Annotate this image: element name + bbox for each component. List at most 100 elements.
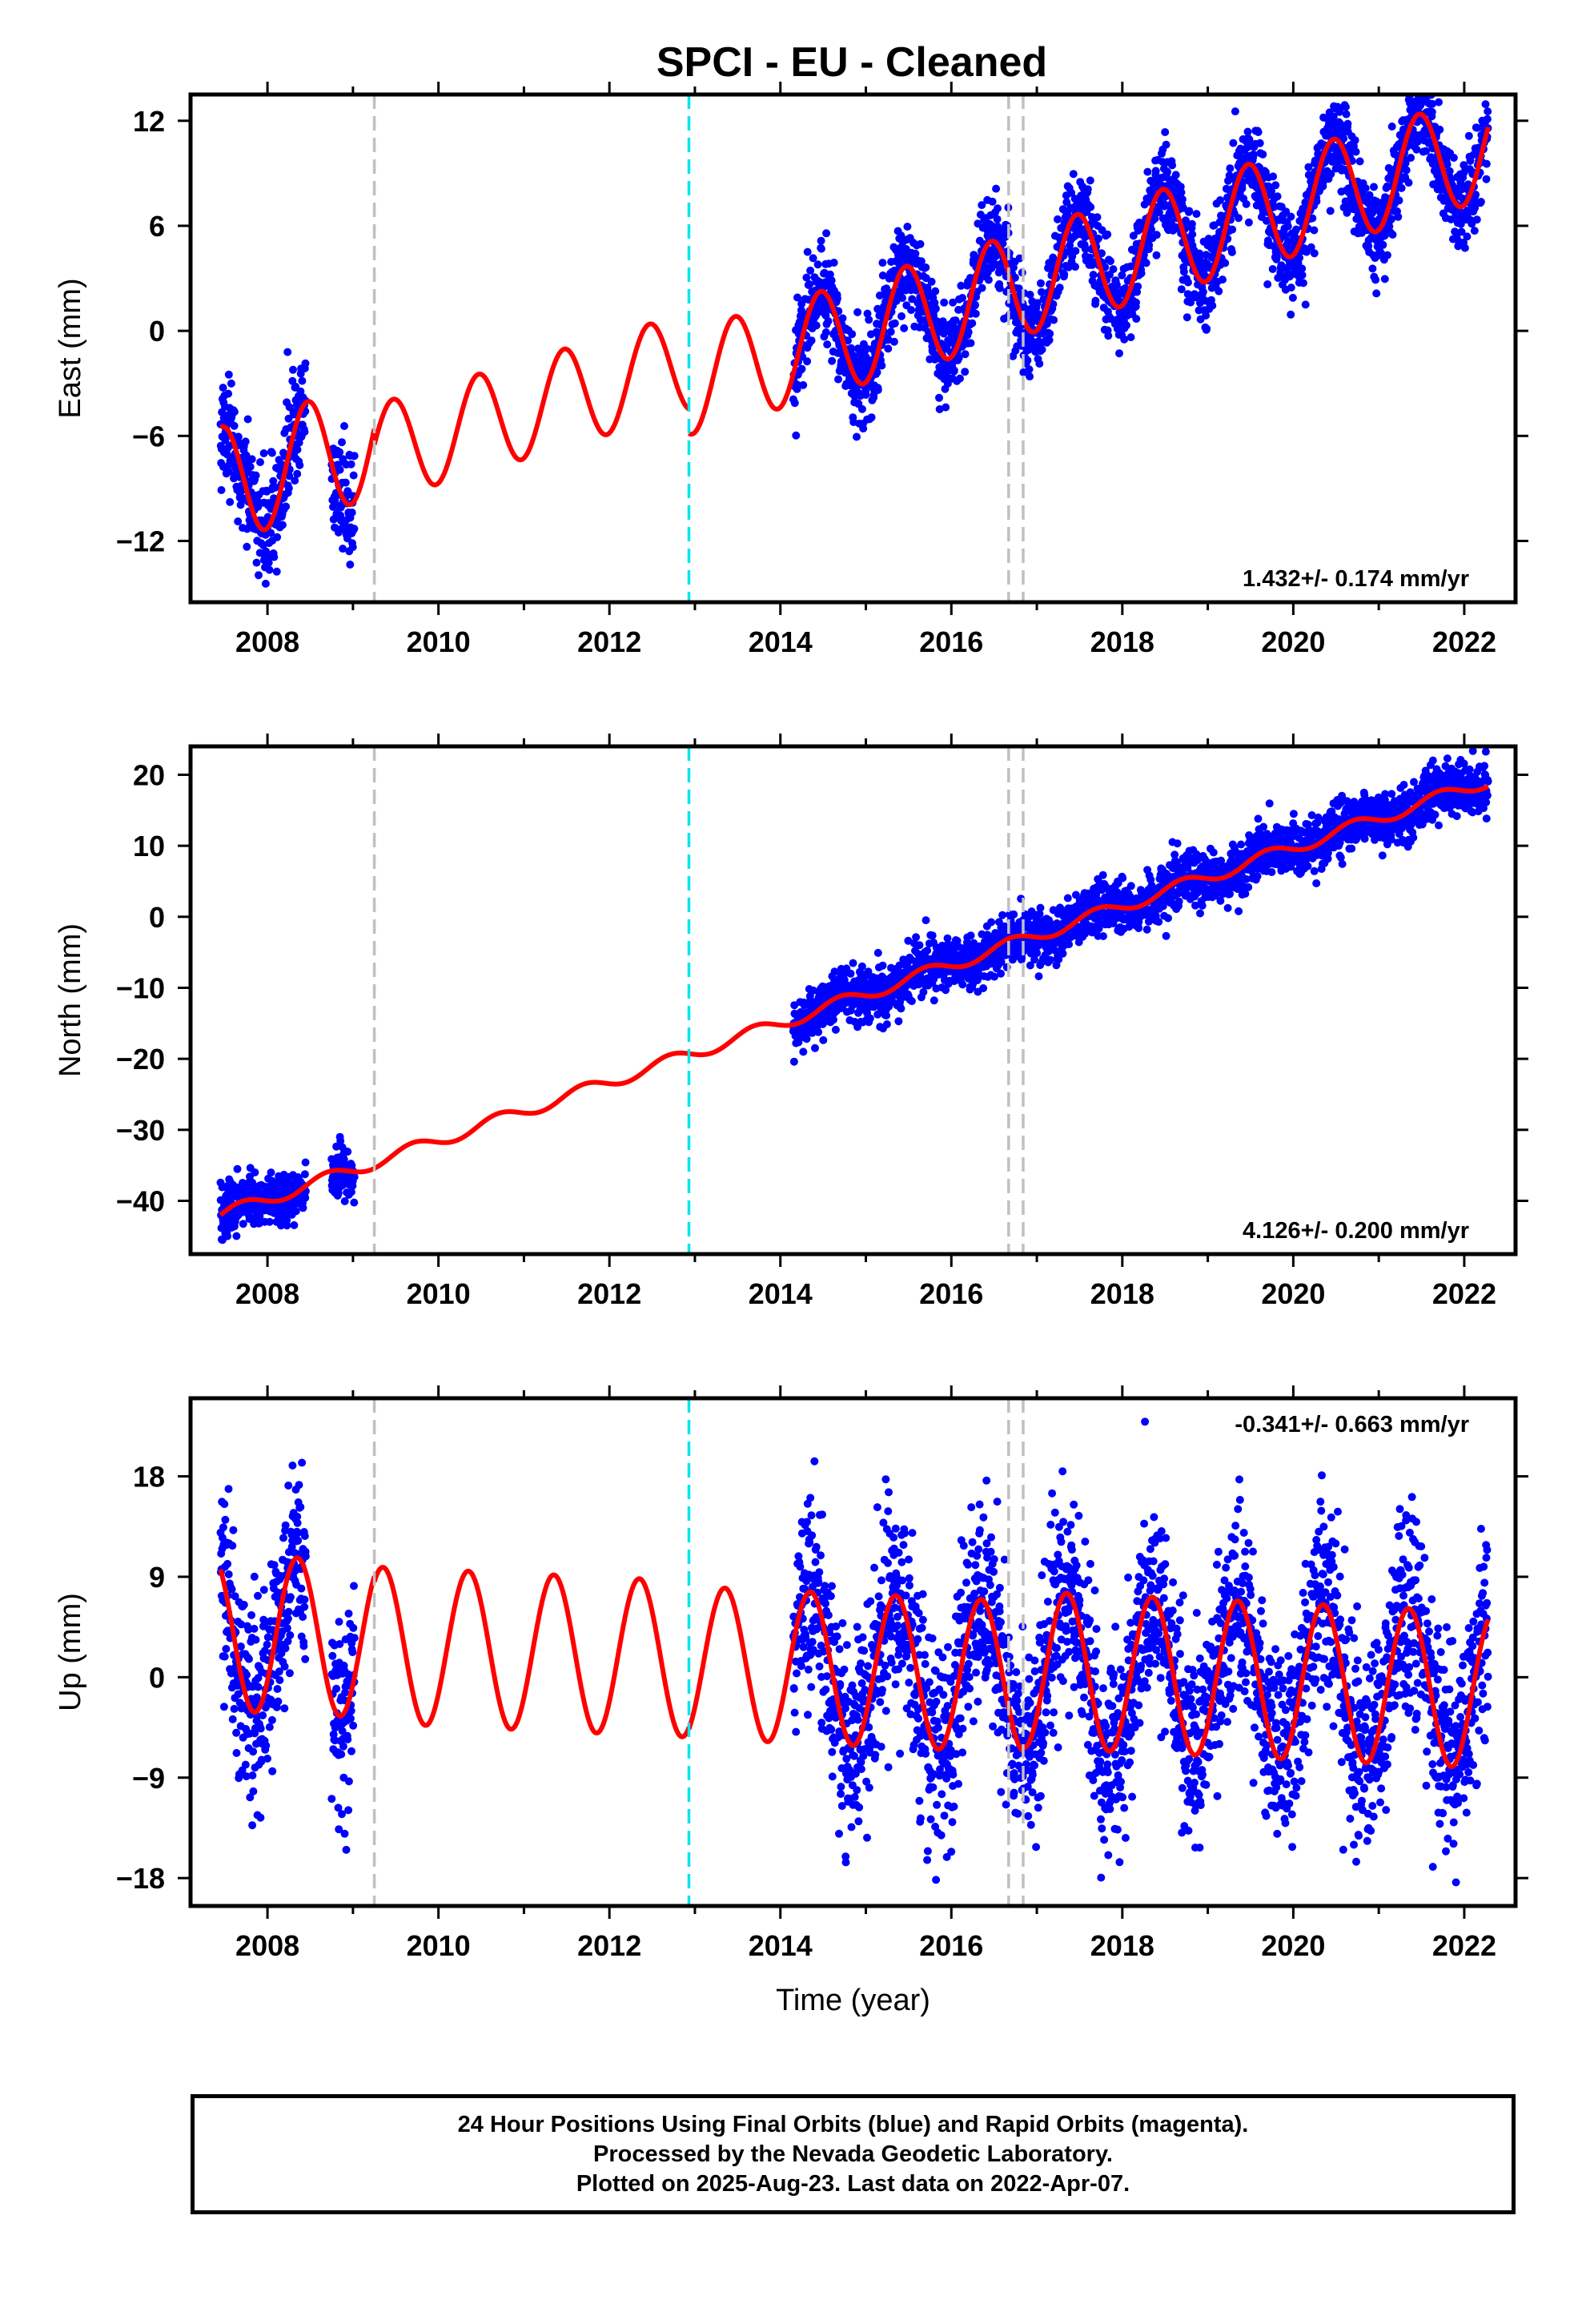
east-data-point (1387, 215, 1396, 223)
east-data-point (1171, 171, 1180, 179)
east-data-point (838, 314, 847, 323)
north-data-point (276, 1221, 285, 1230)
east-data-point (301, 359, 310, 368)
east-data-point (1387, 123, 1396, 131)
east-data-point (1188, 230, 1197, 239)
east-data-point (269, 476, 278, 485)
east-data-point (993, 215, 1002, 223)
east-data-point (988, 197, 997, 206)
east-data-point (957, 281, 966, 290)
east-data-point (994, 204, 1002, 213)
east-data-point (1268, 265, 1277, 273)
east-data-point (251, 471, 260, 480)
east-data-point (1371, 275, 1380, 284)
east-data-point (1231, 107, 1239, 116)
east-x-tick-label: 2016 (919, 625, 983, 658)
east-data-point (873, 386, 882, 394)
east-data-point (347, 460, 355, 468)
east-data-point (300, 428, 309, 436)
east-data-point (1150, 215, 1159, 223)
north-data-point (873, 948, 882, 957)
east-data-point (1106, 257, 1114, 266)
east-data-point (247, 455, 256, 464)
panels-group: 2008 2010 2012 2014 2016 2018 2020 2022−12−6061… (54, 66, 1528, 2017)
east-data-point (968, 319, 977, 328)
east-data-point (935, 393, 943, 402)
east-data-point (1145, 241, 1154, 250)
east-data-point (1178, 195, 1186, 203)
east-data-point (865, 316, 873, 324)
east-data-point (1397, 183, 1406, 192)
east-data-point (821, 328, 830, 336)
east-data-point (886, 328, 895, 336)
east-data-point (1361, 184, 1370, 192)
east-data-point (853, 308, 862, 316)
east-data-point (1024, 345, 1033, 354)
east-data-point (1038, 345, 1046, 354)
east-data-point (1115, 349, 1123, 358)
east-data-point (1091, 296, 1100, 305)
east-data-point (812, 321, 821, 330)
east-data-point (817, 244, 825, 253)
east-data-point (956, 374, 964, 383)
east-data-point (1484, 107, 1492, 116)
east-data-point (1327, 170, 1335, 179)
east-data-point (1433, 74, 1441, 82)
north-data-point (1063, 894, 1072, 903)
east-data-point (1473, 123, 1482, 132)
north-data-point (1162, 931, 1170, 940)
north-data-point (846, 969, 855, 978)
east-data-point (1033, 299, 1042, 308)
east-data-point (958, 294, 967, 302)
north-data-point (340, 1197, 349, 1205)
east-data-point (1394, 212, 1403, 221)
east-x-tick-label: 2020 (1261, 625, 1325, 658)
east-data-point (234, 517, 243, 526)
east-data-point (1026, 291, 1034, 299)
north-data-point (332, 1142, 341, 1151)
east-data-point (1368, 264, 1377, 273)
east-data-point (1447, 215, 1456, 223)
east-data-point (1404, 179, 1413, 187)
east-data-point (1267, 187, 1275, 195)
east-data-point (267, 448, 276, 457)
east-data-point (1083, 185, 1092, 194)
east-data-point (1046, 329, 1054, 338)
east-data-point (1109, 265, 1118, 274)
east-data-point (890, 319, 899, 328)
east-model-curve (1006, 273, 1026, 324)
east-data-point (805, 280, 814, 288)
east-y-axis-label: East (mm) (54, 278, 87, 418)
east-data-point (1417, 83, 1425, 91)
east-data-point (1243, 127, 1252, 136)
east-data-point (1179, 267, 1188, 276)
north-data-point (1198, 901, 1207, 910)
east-data-point (293, 445, 302, 454)
east-data-point (1416, 73, 1424, 81)
east-data-point (259, 449, 268, 457)
east-data-point (296, 387, 305, 396)
east-y-tick-label: −6 (132, 420, 165, 452)
east-data-point (1415, 66, 1423, 74)
east-data-point (1355, 157, 1364, 166)
east-data-point (350, 525, 359, 533)
east-data-point (1235, 214, 1243, 223)
east-data-point (1283, 222, 1292, 231)
east-data-point (995, 283, 1004, 292)
east-data-point (1086, 203, 1095, 211)
east-x-tick-label: 2014 (749, 625, 813, 658)
east-data-point (219, 384, 227, 392)
east-y-tick-label: 12 (133, 105, 165, 138)
east-data-point (1427, 107, 1436, 116)
east-data-point (861, 391, 870, 399)
east-data-point (978, 283, 986, 292)
north-data-point (928, 931, 937, 940)
east-data-point (954, 354, 963, 362)
east-data-point (867, 413, 876, 422)
east-data-point (935, 405, 944, 413)
east-data-point (807, 336, 816, 345)
east-data-point (298, 376, 307, 385)
east-data-point (224, 389, 233, 398)
east-x-tick-label: 2010 (407, 625, 471, 658)
east-data-point (1456, 219, 1465, 228)
